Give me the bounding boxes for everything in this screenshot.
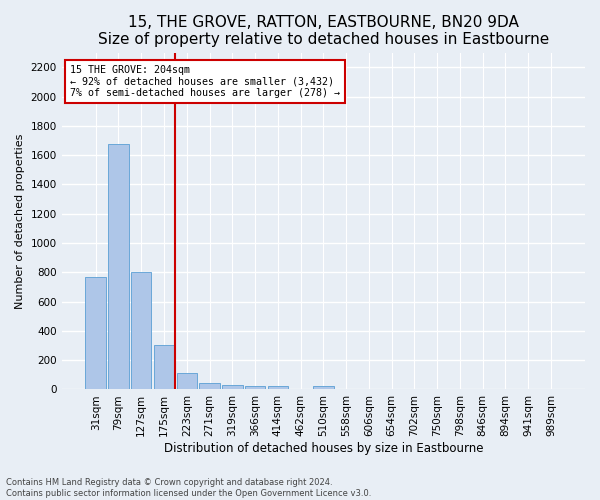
Bar bbox=[85, 276, 106, 390]
Text: Contains HM Land Registry data © Crown copyright and database right 2024.
Contai: Contains HM Land Registry data © Crown c… bbox=[6, 478, 371, 498]
Bar bbox=[199, 383, 220, 390]
Bar bbox=[268, 386, 288, 390]
Bar bbox=[222, 385, 242, 390]
Bar bbox=[154, 345, 174, 390]
Bar bbox=[131, 272, 151, 390]
Title: 15, THE GROVE, RATTON, EASTBOURNE, BN20 9DA
Size of property relative to detache: 15, THE GROVE, RATTON, EASTBOURNE, BN20 … bbox=[98, 15, 549, 48]
Y-axis label: Number of detached properties: Number of detached properties bbox=[15, 134, 25, 309]
Bar bbox=[245, 386, 265, 390]
Text: 15 THE GROVE: 204sqm
← 92% of detached houses are smaller (3,432)
7% of semi-det: 15 THE GROVE: 204sqm ← 92% of detached h… bbox=[70, 64, 340, 98]
Bar bbox=[313, 386, 334, 390]
Bar bbox=[108, 144, 129, 390]
X-axis label: Distribution of detached houses by size in Eastbourne: Distribution of detached houses by size … bbox=[164, 442, 483, 455]
Bar bbox=[176, 374, 197, 390]
